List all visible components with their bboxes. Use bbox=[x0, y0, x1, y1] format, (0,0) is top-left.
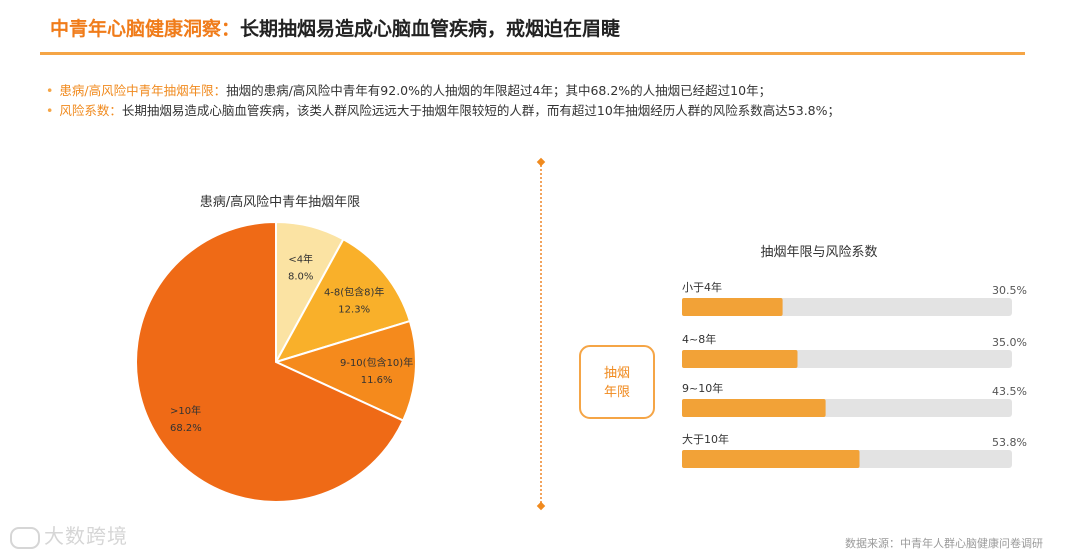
watermark-logo-icon bbox=[10, 526, 40, 549]
bar-value-label: 30.5% bbox=[992, 284, 1027, 297]
bar-chart: 小于4年 30.5% 4~8年 35.0% 9~10年 43.5% 大于10年 53.8% bbox=[682, 280, 1027, 468]
bullet-dot: • bbox=[46, 103, 54, 118]
bullet-key: 患病/高风险中青年抽烟年限： bbox=[59, 83, 227, 98]
section-divider bbox=[540, 162, 542, 507]
bar-fill bbox=[682, 298, 783, 316]
bar-value-label: 43.5% bbox=[992, 385, 1027, 398]
pie-slice bbox=[135, 220, 405, 503]
axis-box-label-line1: 抽烟 bbox=[604, 366, 630, 381]
pie-slice-label: <4年 bbox=[288, 253, 313, 266]
pie-slice bbox=[273, 237, 412, 364]
bar-category-label: 4~8年 bbox=[682, 332, 716, 346]
watermark-text: 大数跨境 bbox=[44, 524, 128, 548]
pie-chart-title: 患病/高风险中青年抽烟年限 bbox=[200, 194, 360, 210]
data-source: 数据来源：中青年人群心脑健康问卷调研 bbox=[845, 537, 1043, 550]
bar-fill bbox=[682, 450, 860, 468]
page-title-main: 长期抽烟易造成心脑血管疾病，戒烟迫在眉睫 bbox=[240, 18, 621, 40]
bar-axis-box: 抽烟 年限 bbox=[579, 345, 655, 419]
pie-slice-label: 4-8(包含8)年 bbox=[324, 285, 385, 298]
bullet-text: 长期抽烟易造成心脑血管疾病，该类人群风险远远大于抽烟年限较短的人群，而有超过10… bbox=[121, 103, 841, 118]
pie-slice-value: 12.3% bbox=[338, 304, 370, 315]
pie-chart: <4年 8.0% 4-8(包含8)年 12.3% 9-10(包含10)年 11.6% >10… bbox=[135, 220, 417, 503]
axis-box-label-line2: 年限 bbox=[604, 385, 630, 400]
axis-box-frame bbox=[579, 345, 655, 419]
pie-slice-value: 68.2% bbox=[170, 423, 202, 434]
bullet-key: 风险系数： bbox=[59, 103, 122, 118]
bar-category-label: 大于10年 bbox=[682, 432, 729, 446]
pie-slice-label: 9-10(包含10)年 bbox=[340, 356, 413, 369]
bar-fill bbox=[682, 399, 826, 417]
bullet-risk-coefficient: • 风险系数：长期抽烟易造成心脑血管疾病，该类人群风险远远大于抽烟年限较短的人群，… bbox=[46, 101, 1056, 121]
bar-value-label: 53.8% bbox=[992, 436, 1027, 449]
bar-value-label: 35.0% bbox=[992, 336, 1027, 349]
summary-bullets: • 患病/高风险中青年抽烟年限：抽烟的患病/高风险中青年有92.0%的人抽烟的年限… bbox=[46, 81, 1056, 121]
pie-slice-label: >10年 bbox=[170, 404, 201, 417]
title-underline bbox=[40, 52, 1025, 55]
pie-slice-value: 8.0% bbox=[288, 272, 313, 283]
pie-slice-value: 11.6% bbox=[361, 375, 393, 386]
page-title-accent: 中青年心脑健康洞察： bbox=[50, 18, 241, 40]
bar-chart-title: 抽烟年限与风险系数 bbox=[760, 245, 877, 260]
bar-category-label: 小于4年 bbox=[682, 280, 722, 294]
bar-category-label: 9~10年 bbox=[682, 381, 723, 395]
watermark: 大数跨境 bbox=[10, 520, 128, 549]
bullet-text: 抽烟的患病/高风险中青年有92.0%的人抽烟的年限超过4年；其中68.2%的人抽… bbox=[226, 83, 772, 98]
bar-fill bbox=[682, 350, 798, 368]
bullet-dot: • bbox=[46, 83, 54, 98]
pie-slice bbox=[273, 319, 417, 422]
page-title: 中青年心脑健康洞察：长期抽烟易造成心脑血管疾病，戒烟迫在眉睫 bbox=[50, 14, 620, 54]
bullet-smoking-years: • 患病/高风险中青年抽烟年限：抽烟的患病/高风险中青年有92.0%的人抽烟的年限… bbox=[46, 81, 1056, 101]
